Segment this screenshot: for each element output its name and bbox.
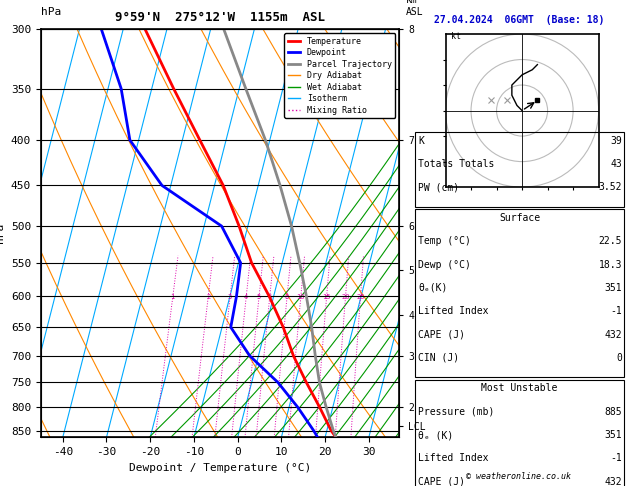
Text: Lifted Index: Lifted Index [418,306,489,316]
Text: 5: 5 [257,294,261,300]
Text: 15: 15 [322,294,331,300]
Text: θₑ(K): θₑ(K) [418,283,448,293]
Y-axis label: hPa: hPa [0,223,6,243]
Text: 8: 8 [285,294,289,300]
Text: 351: 351 [604,430,622,440]
Text: 885: 885 [604,407,622,417]
Text: K: K [418,136,424,146]
Text: Lifted Index: Lifted Index [418,453,489,464]
Text: Totals Totals: Totals Totals [418,159,494,169]
Text: 22.5: 22.5 [599,236,622,246]
Text: hPa: hPa [41,7,61,17]
Text: -1: -1 [610,306,622,316]
Text: -1: -1 [610,453,622,464]
Text: 432: 432 [604,330,622,340]
Text: CIN (J): CIN (J) [418,353,459,363]
Text: Temp (°C): Temp (°C) [418,236,471,246]
Text: kt: kt [450,32,460,41]
Text: 6: 6 [267,294,272,300]
Text: 27.04.2024  06GMT  (Base: 18): 27.04.2024 06GMT (Base: 18) [434,15,604,25]
X-axis label: Dewpoint / Temperature (°C): Dewpoint / Temperature (°C) [129,463,311,473]
Text: CAPE (J): CAPE (J) [418,330,465,340]
Text: 4: 4 [244,294,248,300]
Text: 432: 432 [604,477,622,486]
Text: © weatheronline.co.uk: © weatheronline.co.uk [467,472,571,481]
Text: Pressure (mb): Pressure (mb) [418,407,494,417]
Text: PW (cm): PW (cm) [418,182,459,192]
Text: 18.3: 18.3 [599,260,622,270]
Text: 0: 0 [616,353,622,363]
Text: 39: 39 [610,136,622,146]
Text: 43: 43 [610,159,622,169]
Text: 351: 351 [604,283,622,293]
Text: 20: 20 [341,294,350,300]
Text: CAPE (J): CAPE (J) [418,477,465,486]
Text: Dewp (°C): Dewp (°C) [418,260,471,270]
Text: Most Unstable: Most Unstable [481,383,558,394]
Text: 9°59'N  275°12'W  1155m  ASL: 9°59'N 275°12'W 1155m ASL [115,11,325,24]
Text: 2: 2 [206,294,210,300]
Text: 25: 25 [356,294,365,300]
Text: Surface: Surface [499,213,540,223]
Text: 1: 1 [170,294,175,300]
Text: 3: 3 [228,294,232,300]
Text: 10: 10 [296,294,305,300]
Text: km
ASL: km ASL [406,0,423,17]
Text: 3.52: 3.52 [599,182,622,192]
Text: θₑ (K): θₑ (K) [418,430,454,440]
Legend: Temperature, Dewpoint, Parcel Trajectory, Dry Adiabat, Wet Adiabat, Isotherm, Mi: Temperature, Dewpoint, Parcel Trajectory… [284,34,395,118]
